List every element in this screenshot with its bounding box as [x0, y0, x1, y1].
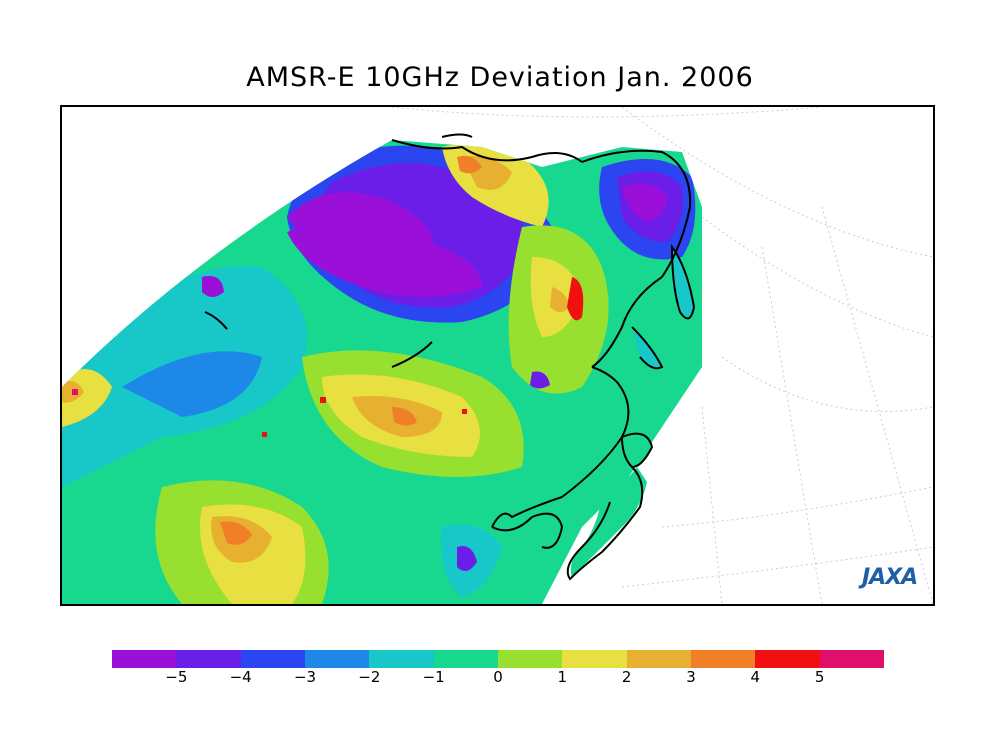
colorbar-tick-label: −4: [229, 668, 252, 686]
colorbar-tick-label: 1: [557, 668, 568, 686]
colorbar-tick-label: −3: [293, 668, 317, 686]
colorbar-tick-label: −5: [165, 668, 188, 686]
deviation-map: [62, 107, 933, 604]
colorbar-segment: [819, 650, 884, 668]
coastlines: [204, 133, 696, 581]
colorbar-segment: [112, 650, 177, 668]
jaxa-logo: JAXA: [862, 565, 918, 590]
chart-title: AMSR-E 10GHz Deviation Jan. 2006: [246, 62, 754, 93]
colorbar-tick-label: 4: [750, 668, 761, 686]
colorbar: [112, 650, 884, 668]
colorbar-segment: [433, 650, 498, 668]
colorbar-segment: [755, 650, 820, 668]
map-panel: [60, 105, 935, 606]
colorbar-segment: [369, 650, 434, 668]
colorbar-segment: [240, 650, 305, 668]
colorbar-tick-label: −2: [358, 668, 381, 686]
colorbar-tick-label: 3: [686, 668, 696, 686]
colorbar-segment: [626, 650, 691, 668]
colorbar-ticks: −5 −4 −3 −2 −1 0 1 2 3 4 5: [112, 668, 884, 698]
colorbar-segment: [304, 650, 370, 668]
deviation-field: [62, 140, 702, 604]
colorbar-segment: [562, 650, 627, 668]
colorbar-tick-label: 0: [493, 668, 503, 686]
colorbar-tick-label: 5: [814, 668, 825, 686]
colorbar-segment: [497, 650, 563, 668]
colorbar-segment: [176, 650, 241, 668]
graticule: [391, 107, 933, 604]
colorbar-tick-label: 2: [621, 668, 632, 686]
colorbar-tick-label: −1: [422, 668, 445, 686]
colorbar-segment: [690, 650, 756, 668]
